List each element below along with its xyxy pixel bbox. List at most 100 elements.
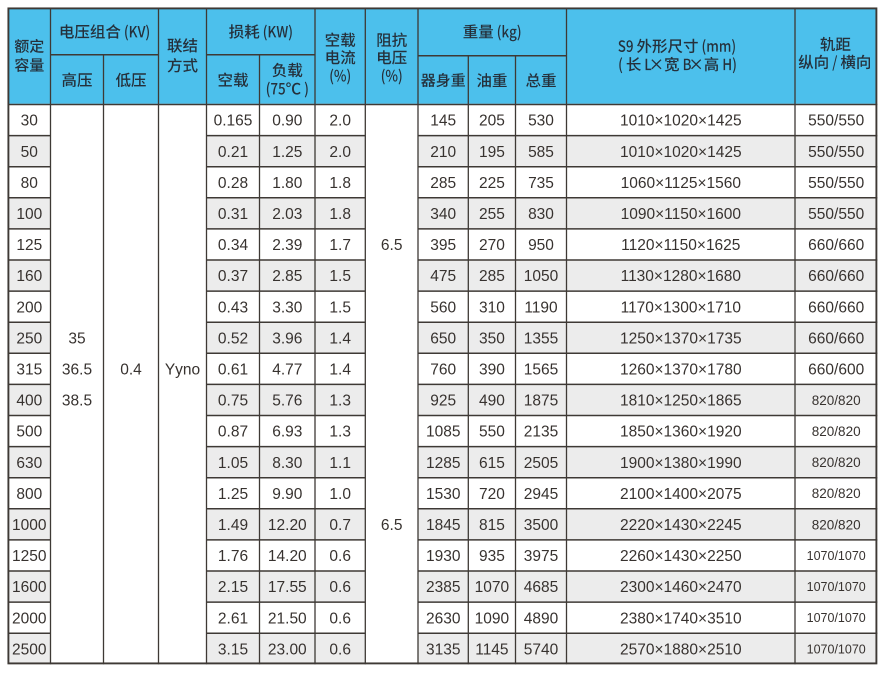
svg-text:0.28: 0.28 (218, 175, 248, 192)
svg-text:1.5: 1.5 (329, 299, 351, 316)
svg-text:1.0: 1.0 (329, 486, 351, 503)
svg-text:630: 630 (16, 455, 42, 472)
svg-text:1.8: 1.8 (329, 206, 351, 223)
svg-text:1060×1125×1560: 1060×1125×1560 (621, 175, 742, 192)
svg-text:270: 270 (479, 237, 505, 254)
svg-text:1.80: 1.80 (272, 175, 303, 192)
svg-text:0.6: 0.6 (329, 610, 351, 627)
svg-text:225: 225 (479, 175, 505, 192)
svg-text:1010×1020×1425: 1010×1020×1425 (620, 144, 742, 161)
svg-text:210: 210 (430, 144, 456, 161)
svg-text:2.61: 2.61 (218, 610, 248, 627)
svg-text:530: 530 (528, 113, 554, 130)
svg-text:17.55: 17.55 (268, 579, 307, 596)
svg-text:2.15: 2.15 (218, 579, 248, 596)
svg-text:2380×1740×3510: 2380×1740×3510 (620, 610, 742, 627)
svg-text:560: 560 (430, 299, 456, 316)
svg-text:0.6: 0.6 (329, 641, 351, 658)
svg-text:250: 250 (16, 330, 42, 347)
svg-text:2570×1880×2510: 2570×1880×2510 (620, 641, 742, 658)
svg-text:0.37: 0.37 (218, 268, 248, 285)
svg-text:1130×1280×1680: 1130×1280×1680 (621, 268, 742, 285)
svg-text:660/660: 660/660 (808, 237, 864, 254)
svg-text:1.8: 1.8 (329, 175, 351, 192)
svg-text:1170×1300×1710: 1170×1300×1710 (621, 299, 742, 316)
svg-text:1.05: 1.05 (218, 455, 248, 472)
svg-text:30: 30 (21, 113, 39, 130)
svg-text:660/660: 660/660 (808, 330, 864, 347)
svg-text:4685: 4685 (524, 579, 558, 596)
svg-text:5.76: 5.76 (272, 393, 302, 410)
svg-text:1.76: 1.76 (218, 548, 248, 565)
svg-text:255: 255 (479, 206, 505, 223)
svg-text:200: 200 (16, 299, 42, 316)
svg-text:1090×1150×1600: 1090×1150×1600 (621, 206, 742, 223)
svg-text:195: 195 (479, 144, 505, 161)
svg-text:0.90: 0.90 (272, 113, 303, 130)
svg-text:315: 315 (16, 362, 42, 379)
svg-text:1.5: 1.5 (329, 268, 351, 285)
svg-text:0.4: 0.4 (120, 362, 142, 379)
svg-text:1.7: 1.7 (329, 237, 351, 254)
svg-text:1250×1370×1735: 1250×1370×1735 (620, 330, 742, 347)
svg-text:1850×1360×1920: 1850×1360×1920 (620, 424, 742, 441)
svg-text:585: 585 (528, 144, 554, 161)
svg-text:1070/1070: 1070/1070 (807, 549, 866, 563)
svg-text:2000: 2000 (12, 610, 47, 627)
svg-text:2.0: 2.0 (329, 113, 351, 130)
svg-text:2220×1430×2245: 2220×1430×2245 (620, 517, 742, 534)
svg-text:8.30: 8.30 (272, 455, 303, 472)
svg-text:2385: 2385 (426, 579, 460, 596)
svg-text:720: 720 (479, 486, 505, 503)
svg-text:4.77: 4.77 (272, 362, 302, 379)
svg-text:1120×1150×1625: 1120×1150×1625 (621, 237, 740, 254)
svg-text:820/820: 820/820 (812, 455, 861, 470)
svg-text:820/820: 820/820 (812, 424, 861, 439)
svg-text:1900×1380×1990: 1900×1380×1990 (620, 455, 742, 472)
svg-text:0.165: 0.165 (214, 113, 253, 130)
svg-text:1.49: 1.49 (218, 517, 248, 534)
svg-text:0.87: 0.87 (218, 424, 248, 441)
svg-text:1260×1370×1780: 1260×1370×1780 (620, 362, 742, 379)
svg-text:2.39: 2.39 (272, 237, 302, 254)
svg-text:760: 760 (430, 362, 456, 379)
svg-text:615: 615 (479, 455, 505, 472)
svg-text:2300×1460×2470: 2300×1460×2470 (620, 579, 742, 596)
svg-text:1930: 1930 (426, 548, 461, 565)
svg-text:500: 500 (16, 424, 42, 441)
svg-text:4890: 4890 (524, 610, 559, 627)
svg-text:3135: 3135 (426, 641, 460, 658)
svg-text:390: 390 (479, 362, 505, 379)
svg-text:1.25: 1.25 (272, 144, 302, 161)
svg-text:1250: 1250 (12, 548, 47, 565)
svg-text:1285: 1285 (426, 455, 460, 472)
svg-text:5740: 5740 (524, 641, 559, 658)
svg-text:650: 650 (430, 330, 456, 347)
svg-text:6.93: 6.93 (272, 424, 302, 441)
svg-text:21.50: 21.50 (268, 610, 307, 627)
svg-text:1050: 1050 (524, 268, 559, 285)
svg-text:0.75: 0.75 (218, 393, 248, 410)
svg-text:475: 475 (430, 268, 456, 285)
svg-text:0.7: 0.7 (329, 517, 351, 534)
svg-text:1070/1070: 1070/1070 (807, 580, 866, 594)
svg-text:950: 950 (528, 237, 554, 254)
svg-text:820/820: 820/820 (812, 517, 861, 532)
svg-text:490: 490 (479, 393, 505, 410)
svg-text:340: 340 (430, 206, 456, 223)
svg-text:145: 145 (430, 113, 456, 130)
svg-text:2135: 2135 (524, 424, 558, 441)
svg-text:1355: 1355 (524, 330, 558, 347)
svg-text:660/660: 660/660 (808, 268, 864, 285)
svg-text:3.30: 3.30 (272, 299, 303, 316)
svg-text:1090: 1090 (475, 610, 510, 627)
svg-text:1085: 1085 (426, 424, 460, 441)
svg-text:125: 125 (16, 237, 42, 254)
svg-text:735: 735 (528, 175, 554, 192)
svg-text:395: 395 (430, 237, 456, 254)
svg-text:2100×1400×2075: 2100×1400×2075 (620, 486, 742, 503)
svg-text:1070/1070: 1070/1070 (807, 642, 866, 656)
svg-text:550/550: 550/550 (808, 175, 864, 192)
svg-text:1190: 1190 (524, 299, 558, 316)
svg-text:6.5: 6.5 (381, 237, 403, 254)
